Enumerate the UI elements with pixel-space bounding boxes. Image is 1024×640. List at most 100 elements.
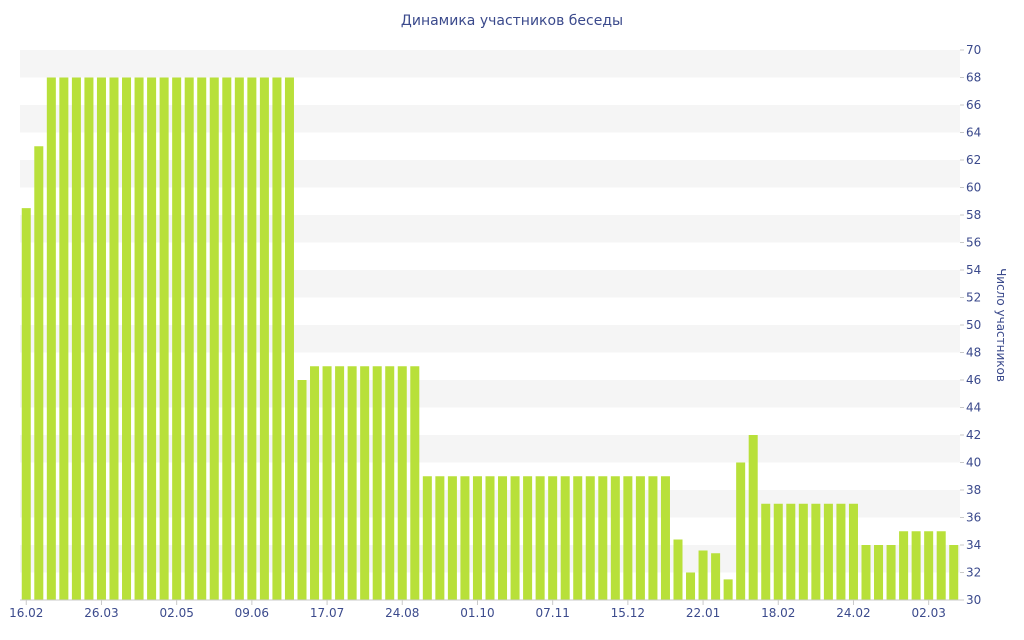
bar[interactable] [435,476,445,600]
bar[interactable] [711,553,721,600]
bar[interactable] [385,366,395,600]
y-tick-label: 50 [966,318,981,332]
bar[interactable] [874,545,884,600]
bar[interactable] [109,77,119,601]
bar[interactable] [84,77,94,601]
bar[interactable] [823,503,833,600]
y-tick-label: 70 [966,43,981,57]
y-tick-label: 38 [966,483,981,497]
bar[interactable] [335,366,345,600]
bar[interactable] [46,77,56,601]
bar[interactable] [297,380,307,600]
x-tick-label: 24.08 [385,606,419,620]
y-tick-label: 66 [966,98,981,112]
bar[interactable] [698,550,708,601]
bar[interactable] [71,77,81,601]
y-tick-label: 56 [966,236,981,250]
bar[interactable] [372,366,382,600]
bar[interactable] [886,545,896,600]
y-tick-label: 64 [966,126,981,140]
x-tick-label: 18.02 [761,606,795,620]
bar[interactable] [924,531,934,600]
bar[interactable] [723,579,733,601]
bar[interactable] [523,476,533,600]
bar[interactable] [635,476,645,600]
bar[interactable] [736,462,746,601]
bar[interactable] [535,476,545,600]
x-tick-label: 17.07 [310,606,344,620]
y-tick-label: 40 [966,456,981,470]
y-tick-label: 44 [966,401,981,415]
bar[interactable] [623,476,633,600]
y-axis-ticks: 30 32 34 36 38 40 42 44 46 48 50 52 54 56 58 60 62 64 66 68… [960,43,981,607]
bar[interactable] [761,503,771,600]
bar[interactable] [848,503,858,600]
bar[interactable] [573,476,583,600]
bar[interactable] [472,476,482,600]
bar[interactable] [234,77,244,601]
bar[interactable] [197,77,207,601]
bar[interactable] [911,531,921,600]
y-tick-label: 54 [966,263,981,277]
bar[interactable] [247,77,257,601]
bar[interactable] [96,77,106,601]
bar[interactable] [272,77,282,601]
bar[interactable] [811,503,821,600]
bar[interactable] [798,503,808,600]
bar[interactable] [447,476,457,600]
bar[interactable] [861,545,871,600]
bar[interactable] [410,366,420,600]
bar[interactable] [172,77,182,601]
y-tick-label: 32 [966,566,981,580]
bar[interactable] [673,539,683,601]
bars-group [21,77,959,601]
bar[interactable] [284,77,294,601]
bar[interactable] [422,476,432,600]
bar[interactable] [585,476,595,600]
bar[interactable] [347,366,357,600]
x-tick-label: 26.03 [84,606,118,620]
bar[interactable] [610,476,620,600]
bar[interactable] [648,476,658,600]
bar[interactable] [310,366,320,600]
y-tick-label: 48 [966,346,981,360]
x-tick-label: 16.02 [9,606,43,620]
y-tick-label: 58 [966,208,981,222]
bar[interactable] [34,146,44,600]
y-axis-label: Число участников [994,268,1008,382]
bar[interactable] [222,77,232,601]
bar[interactable] [322,366,332,600]
bar[interactable] [209,77,219,601]
y-tick-label: 30 [966,593,981,607]
bar[interactable] [134,77,144,601]
bar[interactable] [773,503,783,600]
bar[interactable] [147,77,157,601]
bar[interactable] [786,503,796,600]
bar[interactable] [259,77,269,601]
bar[interactable] [748,435,758,600]
bar[interactable] [686,572,696,601]
bar[interactable] [510,476,520,600]
y-tick-label: 60 [966,181,981,195]
y-tick-label: 68 [966,71,981,85]
bar[interactable] [159,77,169,601]
bar[interactable] [21,208,31,601]
bar[interactable] [498,476,508,600]
bar[interactable] [560,476,570,600]
bar[interactable] [397,366,407,600]
bar[interactable] [122,77,132,601]
bar[interactable] [59,77,69,601]
bar[interactable] [936,531,946,600]
bar[interactable] [949,545,959,600]
bar[interactable] [184,77,194,601]
bar[interactable] [548,476,558,600]
bar[interactable] [460,476,470,600]
grid-band [20,50,960,78]
bar[interactable] [598,476,608,600]
bar[interactable] [360,366,370,600]
bar[interactable] [660,476,670,600]
bar[interactable] [899,531,909,600]
bar[interactable] [836,503,846,600]
bar[interactable] [485,476,495,600]
y-tick-label: 46 [966,373,981,387]
